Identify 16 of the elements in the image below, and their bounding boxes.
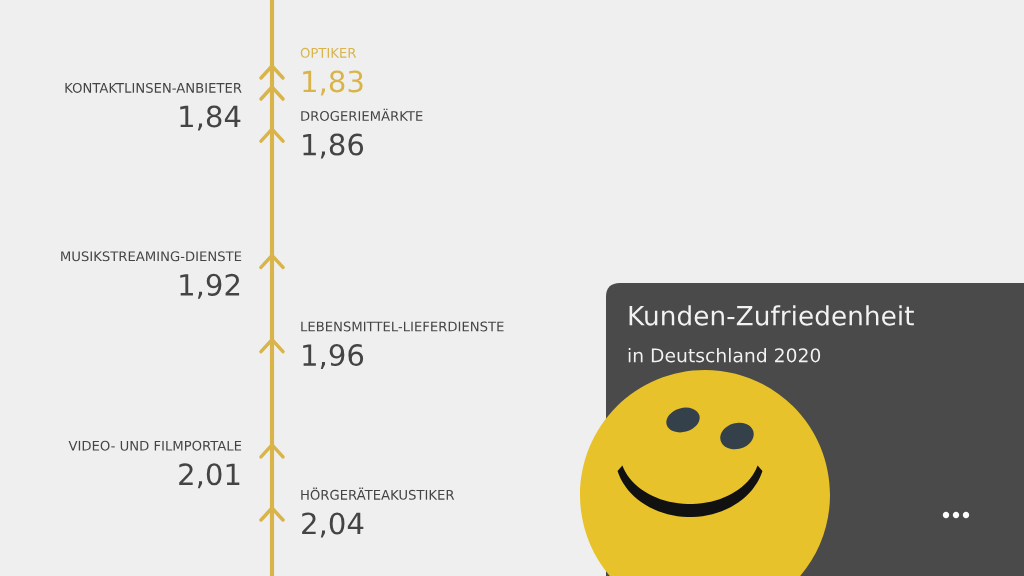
category-label: DROGERIEMÄRKTE	[301, 108, 423, 121]
category-label: MUSIKSTREAMING-DIENSTE	[61, 251, 242, 262]
data-label: 1,86	[303, 133, 364, 159]
category-label: LEBENSMITTEL-LIEFERDIENSTE	[301, 321, 504, 332]
category-label: OPTIKER	[300, 47, 357, 58]
text: in Deutschland 2020	[628, 347, 821, 363]
data-label: 1,84	[180, 105, 241, 131]
data-label: 1,83	[303, 70, 363, 96]
category-label: KONTAKTLINSEN-ANBIETER	[65, 82, 242, 93]
data-label: 1,96	[303, 344, 364, 370]
category-label: VIDEO- UND FILMPORTALE	[68, 440, 242, 451]
data-label: 2,04	[302, 512, 364, 538]
category-label: HÖRGERÄTEAKUSTIKER	[301, 487, 455, 500]
data-label: 2,01	[179, 463, 240, 489]
data-label: 1,92	[180, 273, 240, 299]
text: Kunden-Zufriedenheit	[629, 305, 914, 326]
